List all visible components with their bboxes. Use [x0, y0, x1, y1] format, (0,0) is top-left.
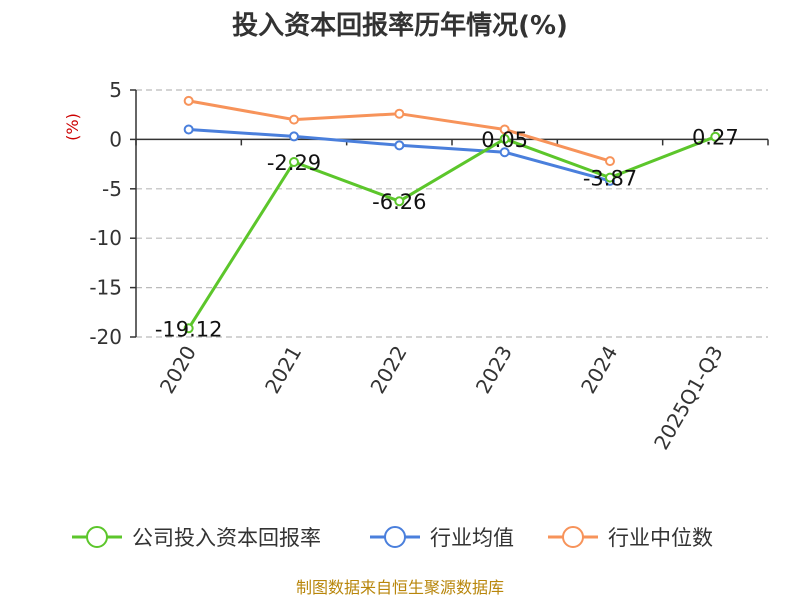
data-point: [605, 172, 615, 183]
y-tick-label: 5: [109, 78, 122, 102]
data-point: [183, 323, 194, 334]
legend: 公司投入资本回报率 行业均值 行业中位数: [72, 526, 713, 550]
legend-marker: [86, 526, 108, 548]
legend-label: 行业均值: [430, 526, 514, 550]
chart-title: 投入资本回报率历年情况(%): [232, 10, 568, 41]
y-tick-label: -15: [89, 276, 122, 300]
series-layer: [183, 95, 721, 334]
y-tick-label: -20: [89, 325, 122, 349]
data-point: [605, 156, 615, 167]
legend-marker: [384, 526, 406, 548]
data-point: [710, 131, 721, 142]
legend-item-2: 行业中位数: [548, 526, 713, 550]
data-point: [183, 124, 194, 135]
data-point: [499, 133, 510, 144]
data-point: [394, 140, 405, 151]
legend-label: 公司投入资本回报率: [132, 526, 321, 550]
data-point: [289, 131, 299, 142]
x-tick-label: 2023: [471, 342, 517, 398]
data-label-layer: -19.12 -2.29 -6.26 0.05 -3.87 0.27: [155, 126, 739, 342]
data-label: 0.27: [692, 126, 739, 150]
data-point: [499, 124, 510, 135]
x-tick-label: 2021: [260, 342, 306, 398]
legend-marker: [562, 526, 584, 548]
series-line: [187, 135, 716, 330]
y-tick-label: -5: [102, 177, 122, 201]
series-1: [183, 124, 615, 186]
x-tick-label: 2024: [576, 342, 622, 398]
data-label: -6.26: [372, 190, 426, 214]
y-tick-label: 0: [109, 127, 122, 151]
data-label: 0.05: [481, 128, 528, 152]
y-axis-label: (%): [63, 113, 82, 141]
grid-layer: [136, 89, 768, 338]
x-tick-label: 2020: [155, 342, 201, 398]
axis-layer: 5 0 -5 -10 -15 -20 2020 2021 2022 2023 2024 2025Q1-…: [89, 78, 769, 454]
data-label: -3.87: [583, 167, 637, 191]
series-2: [183, 95, 615, 167]
source-note: 制图数据来自恒生聚源数据库: [296, 578, 504, 597]
legend-label: 行业中位数: [608, 526, 713, 550]
x-tick-label: 2022: [365, 342, 411, 398]
y-tick-label: -10: [89, 226, 122, 250]
data-point: [499, 147, 510, 158]
data-point: [289, 114, 299, 125]
series-0: [183, 131, 721, 334]
legend-item-0: 公司投入资本回报率: [72, 526, 321, 550]
legend-item-1: 行业均值: [370, 526, 514, 550]
data-point: [394, 108, 405, 119]
data-label: -19.12: [155, 317, 223, 341]
data-point: [183, 95, 194, 106]
data-point: [289, 157, 299, 168]
x-tick-label: 2025Q1-Q3: [649, 342, 728, 454]
data-label: -2.29: [267, 151, 321, 175]
data-point: [394, 196, 405, 207]
